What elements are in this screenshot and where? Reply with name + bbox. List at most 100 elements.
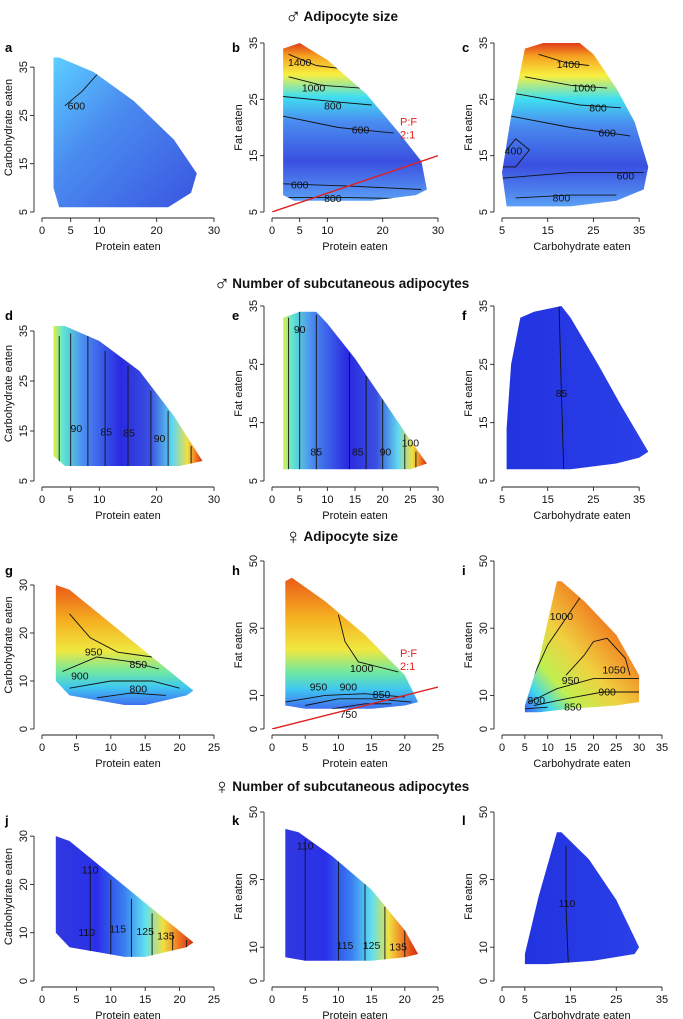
x-tick-label: 0 (269, 994, 275, 1006)
contour-line (529, 678, 640, 703)
contour-label: 800 (589, 102, 607, 114)
surface-region (285, 577, 419, 709)
y-tick-label: 35 (248, 37, 260, 49)
y-axis-label: Fat eaten (463, 622, 475, 668)
contour-lines (58, 333, 192, 466)
y-axis-label: Carbohydrate eaten (3, 345, 15, 442)
y-axis-label: Fat eaten (463, 873, 475, 919)
y-axis-label: Fat eaten (463, 370, 475, 416)
x-axis-label: Protein eaten (95, 241, 160, 253)
x-tick-label: 20 (399, 742, 411, 754)
contour-label: 1000 (302, 83, 326, 95)
panel-letter: h (232, 563, 240, 578)
x-tick-label: 0 (499, 994, 505, 1006)
contour-label: 800 (528, 695, 546, 707)
x-tick-label: 35 (656, 742, 668, 754)
contour-line (285, 693, 405, 703)
contour-lines (62, 613, 180, 699)
y-tick-label: 0 (478, 726, 490, 732)
x-axis-label: Carbohydrate eaten (533, 510, 630, 522)
x-axis: 0 5 10 15 20 25 30 Protein eaten (269, 486, 444, 522)
y-tick-label: 35 (248, 300, 260, 312)
y-axis-label: Carbohydrate eaten (3, 596, 15, 693)
contour-label: 115 (337, 940, 354, 952)
x-tick-label: 25 (610, 994, 622, 1006)
surface-region (506, 306, 649, 470)
contour-line (62, 656, 160, 672)
y-tick-label: 20 (18, 627, 30, 639)
contour-line (331, 703, 392, 709)
y-axis: 0 10 30 50 Fat eaten (233, 555, 265, 732)
section-title-female-number: ♀ Number of subcutaneous adipocytes (213, 774, 470, 799)
x-tick-label: 20 (587, 742, 599, 754)
y-tick-label: 30 (248, 873, 260, 885)
x-axis: 0 5 10 15 20 25 30 35 Carbohydrate eaten (499, 734, 668, 770)
x-axis-label: Protein eaten (95, 510, 160, 522)
x-tick-label: 15 (349, 494, 361, 506)
y-axis-label: Carbohydrate eaten (3, 79, 15, 176)
x-tick-label: 25 (587, 225, 599, 237)
contour-label: 1000 (550, 611, 574, 623)
x-tick-label: 0 (269, 225, 275, 237)
y-axis: 5 15 25 35 Fat eaten (463, 300, 495, 484)
x-tick-label: 15 (564, 742, 576, 754)
contour-label: 135 (157, 931, 175, 943)
x-tick-label: 15 (564, 994, 576, 1006)
contour-line (288, 53, 339, 69)
contour-label: 600 (352, 124, 370, 136)
x-tick-label: 20 (377, 225, 389, 237)
section-title-male-number: ♂ Number of subcutaneous adipocytes (213, 271, 470, 296)
x-tick-label: 5 (499, 225, 505, 237)
x-tick-label: 0 (39, 225, 45, 237)
panel-letter: e (232, 308, 239, 323)
x-tick-label: 25 (587, 494, 599, 506)
x-axis: 0 5 10 15 20 25 Protein eaten (269, 986, 444, 1019)
x-tick-label: 0 (39, 742, 45, 754)
contour-line (502, 172, 644, 179)
contour-line (533, 597, 581, 676)
x-tick-label: 10 (332, 994, 344, 1006)
x-axis: 0 5 10 20 30 Protein eaten (269, 217, 444, 253)
contour-label: 110 (82, 864, 99, 876)
x-tick-label: 5 (522, 994, 528, 1006)
y-tick-label: 10 (18, 675, 30, 687)
contour-label: 850 (373, 689, 391, 701)
contour-line (533, 691, 640, 706)
y-tick-label: 5 (248, 478, 260, 484)
contour-lines (89, 865, 187, 957)
x-axis: 0 5 10 20 30 Protein eaten (39, 217, 220, 253)
contour-label: 600 (68, 100, 86, 112)
x-axis-label: Protein eaten (322, 510, 387, 522)
y-tick-label: 30 (18, 830, 30, 842)
y-tick-label: 50 (248, 806, 260, 818)
x-tick-label: 20 (173, 742, 185, 754)
contour-line (502, 138, 531, 168)
panel-h: 1000 950 900 850 750 P:F2:1 0 5 10 15 20 25 Protein … (232, 555, 444, 770)
y-tick-label: 25 (248, 358, 260, 370)
surface-region (55, 585, 194, 705)
x-tick-label: 5 (68, 225, 74, 237)
contour-label: 1050 (602, 665, 626, 677)
contour-label: 85 (123, 428, 135, 440)
contour-label: 950 (85, 647, 103, 659)
y-tick-label: 5 (248, 209, 260, 215)
y-tick-label: 50 (248, 555, 260, 567)
contour-line (565, 637, 631, 676)
x-axis-label: Protein eaten (95, 758, 160, 770)
y-tick-label: 15 (248, 150, 260, 162)
y-axis-label: Fat eaten (233, 104, 245, 150)
surface-region (502, 43, 649, 207)
x-tick-label: 5 (297, 494, 303, 506)
contour-label: 85 (310, 446, 322, 458)
x-tick-label: 0 (39, 494, 45, 506)
surface-region (524, 832, 640, 965)
y-tick-label: 30 (248, 622, 260, 634)
x-axis-label: Protein eaten (95, 1010, 160, 1019)
y-axis: 5 15 25 35 Fat eaten (463, 37, 495, 215)
y-tick-label: 5 (478, 478, 490, 484)
contour-label: 90 (380, 446, 392, 458)
x-tick-label: 20 (151, 494, 163, 506)
contour-line (96, 692, 166, 699)
